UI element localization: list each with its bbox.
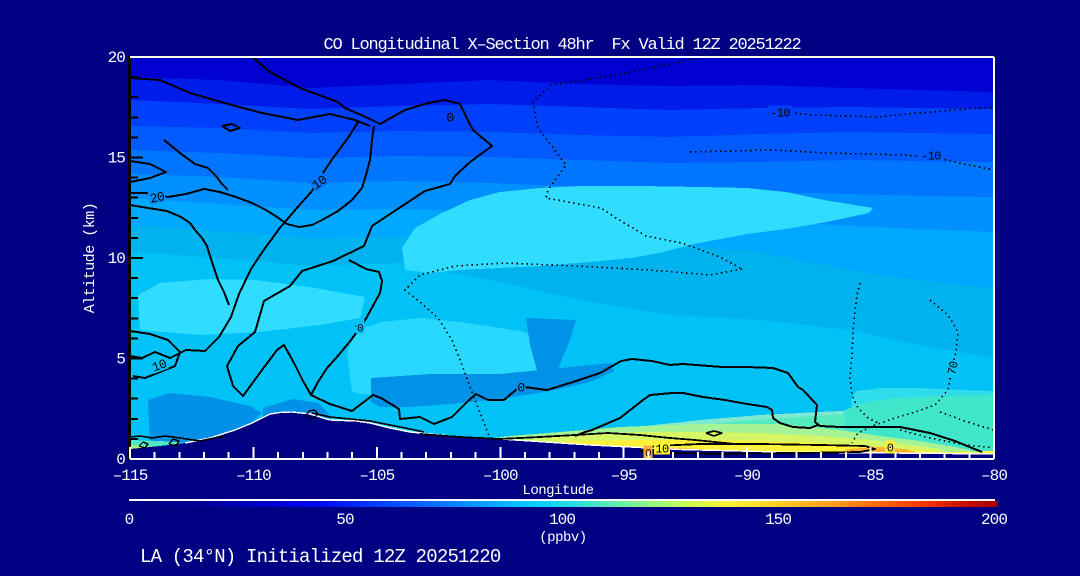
svg-text:50: 50 (336, 511, 354, 529)
svg-text:–100: –100 (483, 467, 518, 485)
svg-text:70: 70 (945, 360, 962, 376)
svg-text:0: 0 (116, 451, 125, 469)
svg-text:20: 20 (149, 189, 166, 207)
svg-text:0: 0 (446, 111, 453, 126)
svg-text:Longitude: Longitude (522, 483, 593, 499)
svg-text:0: 0 (125, 511, 134, 529)
svg-text:-10: -10 (770, 107, 790, 121)
svg-text:0: 0 (517, 381, 524, 396)
svg-text:–105: –105 (359, 467, 394, 485)
svg-text:–115: –115 (113, 467, 148, 485)
svg-text:10: 10 (655, 443, 669, 457)
svg-text:CO Longitudinal X–Section 48hr: CO Longitudinal X–Section 48hr Fx Valid … (323, 36, 800, 55)
svg-text:–95: –95 (611, 467, 637, 485)
svg-text:5: 5 (116, 351, 125, 369)
svg-text:-10: -10 (921, 150, 941, 164)
svg-text:100: 100 (549, 511, 575, 529)
svg-text:–85: –85 (858, 467, 884, 485)
svg-text:10: 10 (309, 173, 329, 194)
svg-text:(ppbv): (ppbv) (539, 530, 586, 546)
svg-text:0: 0 (357, 324, 363, 336)
svg-text:–110: –110 (236, 467, 271, 485)
svg-text:200: 200 (981, 511, 1007, 529)
svg-text:20: 20 (108, 49, 126, 67)
svg-text:0: 0 (887, 442, 894, 456)
svg-text:Altitude (km): Altitude (km) (82, 203, 99, 314)
svg-text:–90: –90 (734, 467, 760, 485)
svg-text:–80: –80 (981, 467, 1007, 485)
svg-text:150: 150 (765, 511, 791, 529)
svg-text:10: 10 (150, 356, 169, 375)
svg-text:LA (34°N) Initialized 12Z 2025: LA (34°N) Initialized 12Z 20251220 (140, 546, 501, 568)
svg-text:10: 10 (108, 250, 126, 268)
svg-text:15: 15 (108, 150, 126, 168)
